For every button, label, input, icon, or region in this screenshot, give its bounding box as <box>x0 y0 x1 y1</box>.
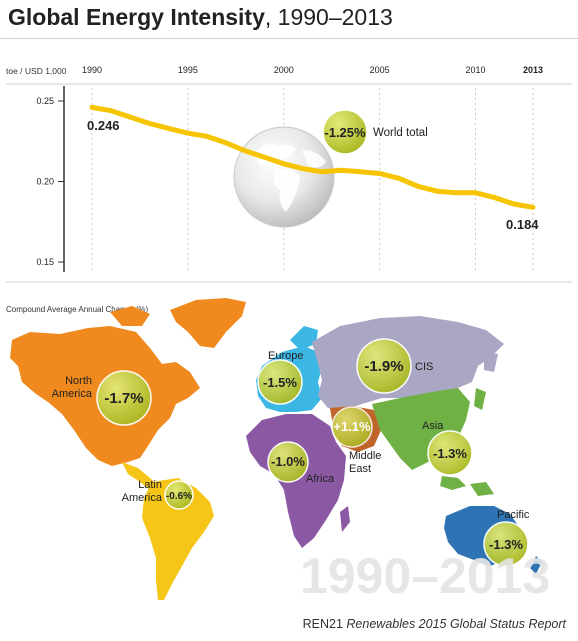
title-divider <box>0 38 578 39</box>
badge-africa: -1.0%Africa <box>267 441 335 485</box>
x-tick-2013: 2013 <box>523 65 543 75</box>
badge-circle-north-america <box>96 370 152 426</box>
label-europe-0: Europe <box>268 350 303 362</box>
value-europe: -1.5% <box>263 375 297 390</box>
region-badges: -1.7%NorthAmerica-0.6%LatinAmerica-1.5%E… <box>52 338 530 567</box>
y-tick-0.20: 0.20 <box>36 177 54 187</box>
x-tick-1990: 1990 <box>82 65 102 75</box>
label-pacific-0: Pacific <box>497 509 530 521</box>
value-cis: -1.9% <box>364 358 403 375</box>
label-latin-america-0: Latin <box>138 479 162 491</box>
label-north-america-0: North <box>65 375 92 387</box>
badge-circle-middle-east <box>331 406 373 448</box>
y-ticks: 0.25 0.20 0.15 <box>36 96 64 267</box>
x-tick-2010: 2010 <box>465 65 485 75</box>
globe-icon <box>233 126 335 228</box>
label-north-america-1: America <box>52 388 93 400</box>
value-pacific: -1.3% <box>489 537 523 552</box>
badge-circle-cis <box>356 338 412 394</box>
south-america-shape <box>142 478 214 600</box>
label-middle-east-1: East <box>349 463 371 475</box>
badge-circle-latin-america <box>164 480 194 510</box>
series-line <box>89 104 536 210</box>
x-tick-1995: 1995 <box>178 65 198 75</box>
label-latin-america-1: America <box>122 492 163 504</box>
title-years: , 1990–2013 <box>264 4 393 30</box>
label-cis-0: CIS <box>415 361 433 373</box>
end-value-label: 0.184 <box>506 217 539 232</box>
world-total-value: -1.25% <box>324 125 366 140</box>
new-zealand-shape <box>530 556 542 574</box>
map-caption: Compound Average Annual Change (%) <box>6 305 149 314</box>
world-total-label: World total <box>373 127 428 139</box>
value-africa: -1.0% <box>271 454 305 469</box>
badge-circle-africa <box>267 441 309 483</box>
southeast-asia-islands-shape <box>440 476 494 496</box>
badge-cis: -1.9% CIS <box>356 338 433 394</box>
badge-europe: -1.5% Europe <box>257 350 303 405</box>
badge-circle-asia <box>427 430 473 476</box>
y-tick-0.25: 0.25 <box>36 96 54 106</box>
watermark-years: 1990–2013 <box>300 548 550 604</box>
y-tick-0.15: 0.15 <box>36 257 54 267</box>
value-north-america: -1.7% <box>104 390 143 407</box>
page-title: Global Energy Intensity, 1990–2013 <box>8 4 393 31</box>
kamchatka-shape <box>484 352 498 372</box>
value-middle-east: +1.1% <box>333 419 371 434</box>
y-axis-label: toe / USD 1,000 <box>6 66 67 76</box>
chart-frame <box>6 83 572 283</box>
footer-report: Renewables 2015 Global Status Report <box>346 617 566 631</box>
label-middle-east-0: Middle <box>349 450 381 462</box>
footer-org: REN21 <box>302 617 343 631</box>
central-america-shape <box>122 462 158 490</box>
value-asia: -1.3% <box>433 446 467 461</box>
region-latin-america <box>122 462 214 600</box>
footer-source: REN21 Renewables 2015 Global Status Repo… <box>303 617 566 631</box>
x-tick-2005: 2005 <box>370 65 390 75</box>
arctic-islands-shape <box>110 306 150 326</box>
x-tick-2000: 2000 <box>274 65 294 75</box>
label-africa-0: Africa <box>306 473 335 485</box>
title-main: Global Energy Intensity <box>8 4 265 30</box>
scandinavia-shape <box>290 326 318 350</box>
badge-asia: -1.3% Asia <box>422 420 473 476</box>
badge-circle-europe <box>257 359 303 405</box>
x-ticks: 1990 1995 2000 2005 2010 2013 <box>82 65 543 75</box>
start-value-label: 0.246 <box>87 118 120 133</box>
badge-pacific: -1.3% Pacific <box>483 509 530 567</box>
greenland-shape <box>170 298 246 348</box>
japan-shape <box>474 388 486 410</box>
badge-circle-pacific <box>483 521 529 567</box>
label-asia-0: Asia <box>422 420 444 432</box>
madagascar-shape <box>340 506 350 532</box>
value-latin-america: -0.6% <box>166 491 192 502</box>
world-total-badge: -1.25% World total <box>322 109 428 155</box>
